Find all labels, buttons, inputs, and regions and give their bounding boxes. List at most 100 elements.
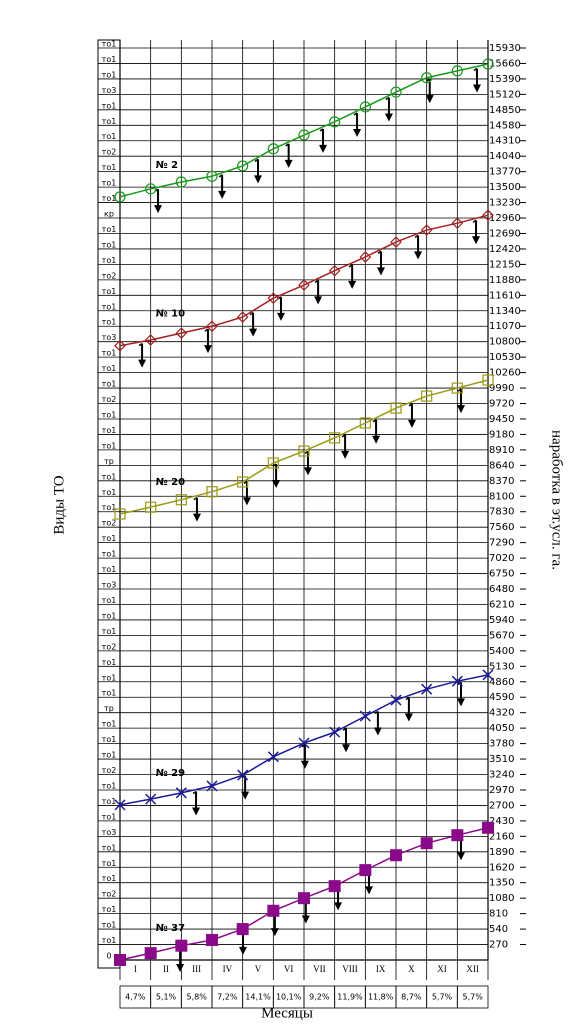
maintenance-arrow [314,279,323,305]
y-axis-title: Виды ТО [51,475,67,534]
service-label: то1 [102,550,117,559]
marker [145,501,157,513]
arrow-part [192,513,201,522]
marker [267,292,280,305]
service-label: то2 [102,271,117,280]
maintenance-arrow [404,696,413,722]
share-label: 14,1% [245,993,271,1002]
maintenance-arrow [218,174,227,199]
marker [175,327,188,339]
arrow-part [304,450,309,454]
maintenance-arrow [373,710,382,736]
y-tick-label: 1080 [489,893,514,904]
x-tick-label: X [408,964,415,974]
service-label: то1 [102,596,117,605]
maintenance-arrow [341,434,350,459]
maintenance-arrow [284,143,293,168]
marker [298,279,310,291]
arrow-part [303,467,312,476]
marker [328,880,341,893]
maintenance-arrow [457,681,466,707]
series-line [119,379,489,515]
arrow-part [472,236,481,245]
y-tick-label: 13230 [489,198,521,209]
y-tick-label: 13770 [489,167,521,178]
y-tick-label: 14040 [489,151,521,162]
service-label: то3 [102,581,117,590]
arrow-part [138,359,147,368]
x-tick-label: XI [437,964,447,974]
service-label: то1 [102,658,117,667]
y-tick-label: 9450 [489,414,514,425]
maintenance-arrow [384,96,393,122]
service-label: то1 [102,859,117,868]
arrow-part [204,345,213,354]
arrow-part [414,251,423,260]
arrow-part [407,419,416,428]
y-tick-label: 1620 [489,862,514,873]
maintenance-arrow [249,312,258,337]
y-tick-label: 15390 [489,74,521,85]
y-tick-label: 13500 [489,182,521,193]
series-label: № 37 [156,923,185,934]
y-tick-label: 4590 [489,692,514,703]
arrow-part [192,790,197,795]
marker [329,726,341,738]
service-label: то1 [102,735,117,744]
marker [328,264,341,277]
arrow-part [342,744,351,753]
y-tick-label: 5400 [489,646,514,657]
arrow-part [342,727,347,731]
maintenance-arrow [414,234,423,260]
marker [421,390,433,402]
arrow-part [249,312,254,316]
marker [482,58,494,70]
arrow-part [425,95,434,104]
marker [175,787,187,799]
y-tick-label: 10800 [489,337,521,348]
service-label: то1 [102,426,117,435]
arrow-part [404,713,413,722]
service-label: то1 [102,472,117,481]
arrow-part [426,78,431,82]
arrow-part [300,760,309,769]
x-tick-label: I [134,964,137,974]
maintenance-arrow [407,403,416,428]
x-tick-label: IV [223,964,233,974]
maintenance-arrow [319,128,328,153]
y-tick-label: 2700 [489,800,514,811]
arrow-part [204,328,209,332]
x-axis-title: Месяцы [261,1005,313,1021]
arrow-part [377,250,382,254]
y-tick-label: 1890 [489,847,514,858]
arrow-part [376,267,385,276]
marker [114,954,126,966]
y-tick-label: 540 [489,924,508,935]
series-label: № 2 [156,160,179,171]
share-label: 5,8% [187,993,208,1002]
series-line [119,63,489,198]
arrow-part [176,963,185,972]
maintenance-arrow [242,480,251,506]
y-tick-label: 5670 [489,630,514,641]
marker [359,710,371,722]
service-label: кр [104,210,114,219]
y-tick-label: 4050 [489,723,514,734]
marker [145,793,157,805]
marker [236,311,249,323]
marker [482,821,494,834]
marker [329,116,341,128]
maintenance-arrow [300,744,309,769]
service-label: то1 [102,132,117,141]
service-label: тр [104,457,114,466]
arrow-part [138,342,143,347]
service-label: то1 [102,921,117,930]
y-tick-label: 14850 [489,105,521,116]
x-tick-label: VIII [342,964,358,974]
service-label: то1 [102,256,117,265]
marker [482,669,494,681]
marker [267,751,279,763]
y-tick-label: 6480 [489,584,514,595]
marker [206,933,218,946]
arrow-part [374,710,379,715]
